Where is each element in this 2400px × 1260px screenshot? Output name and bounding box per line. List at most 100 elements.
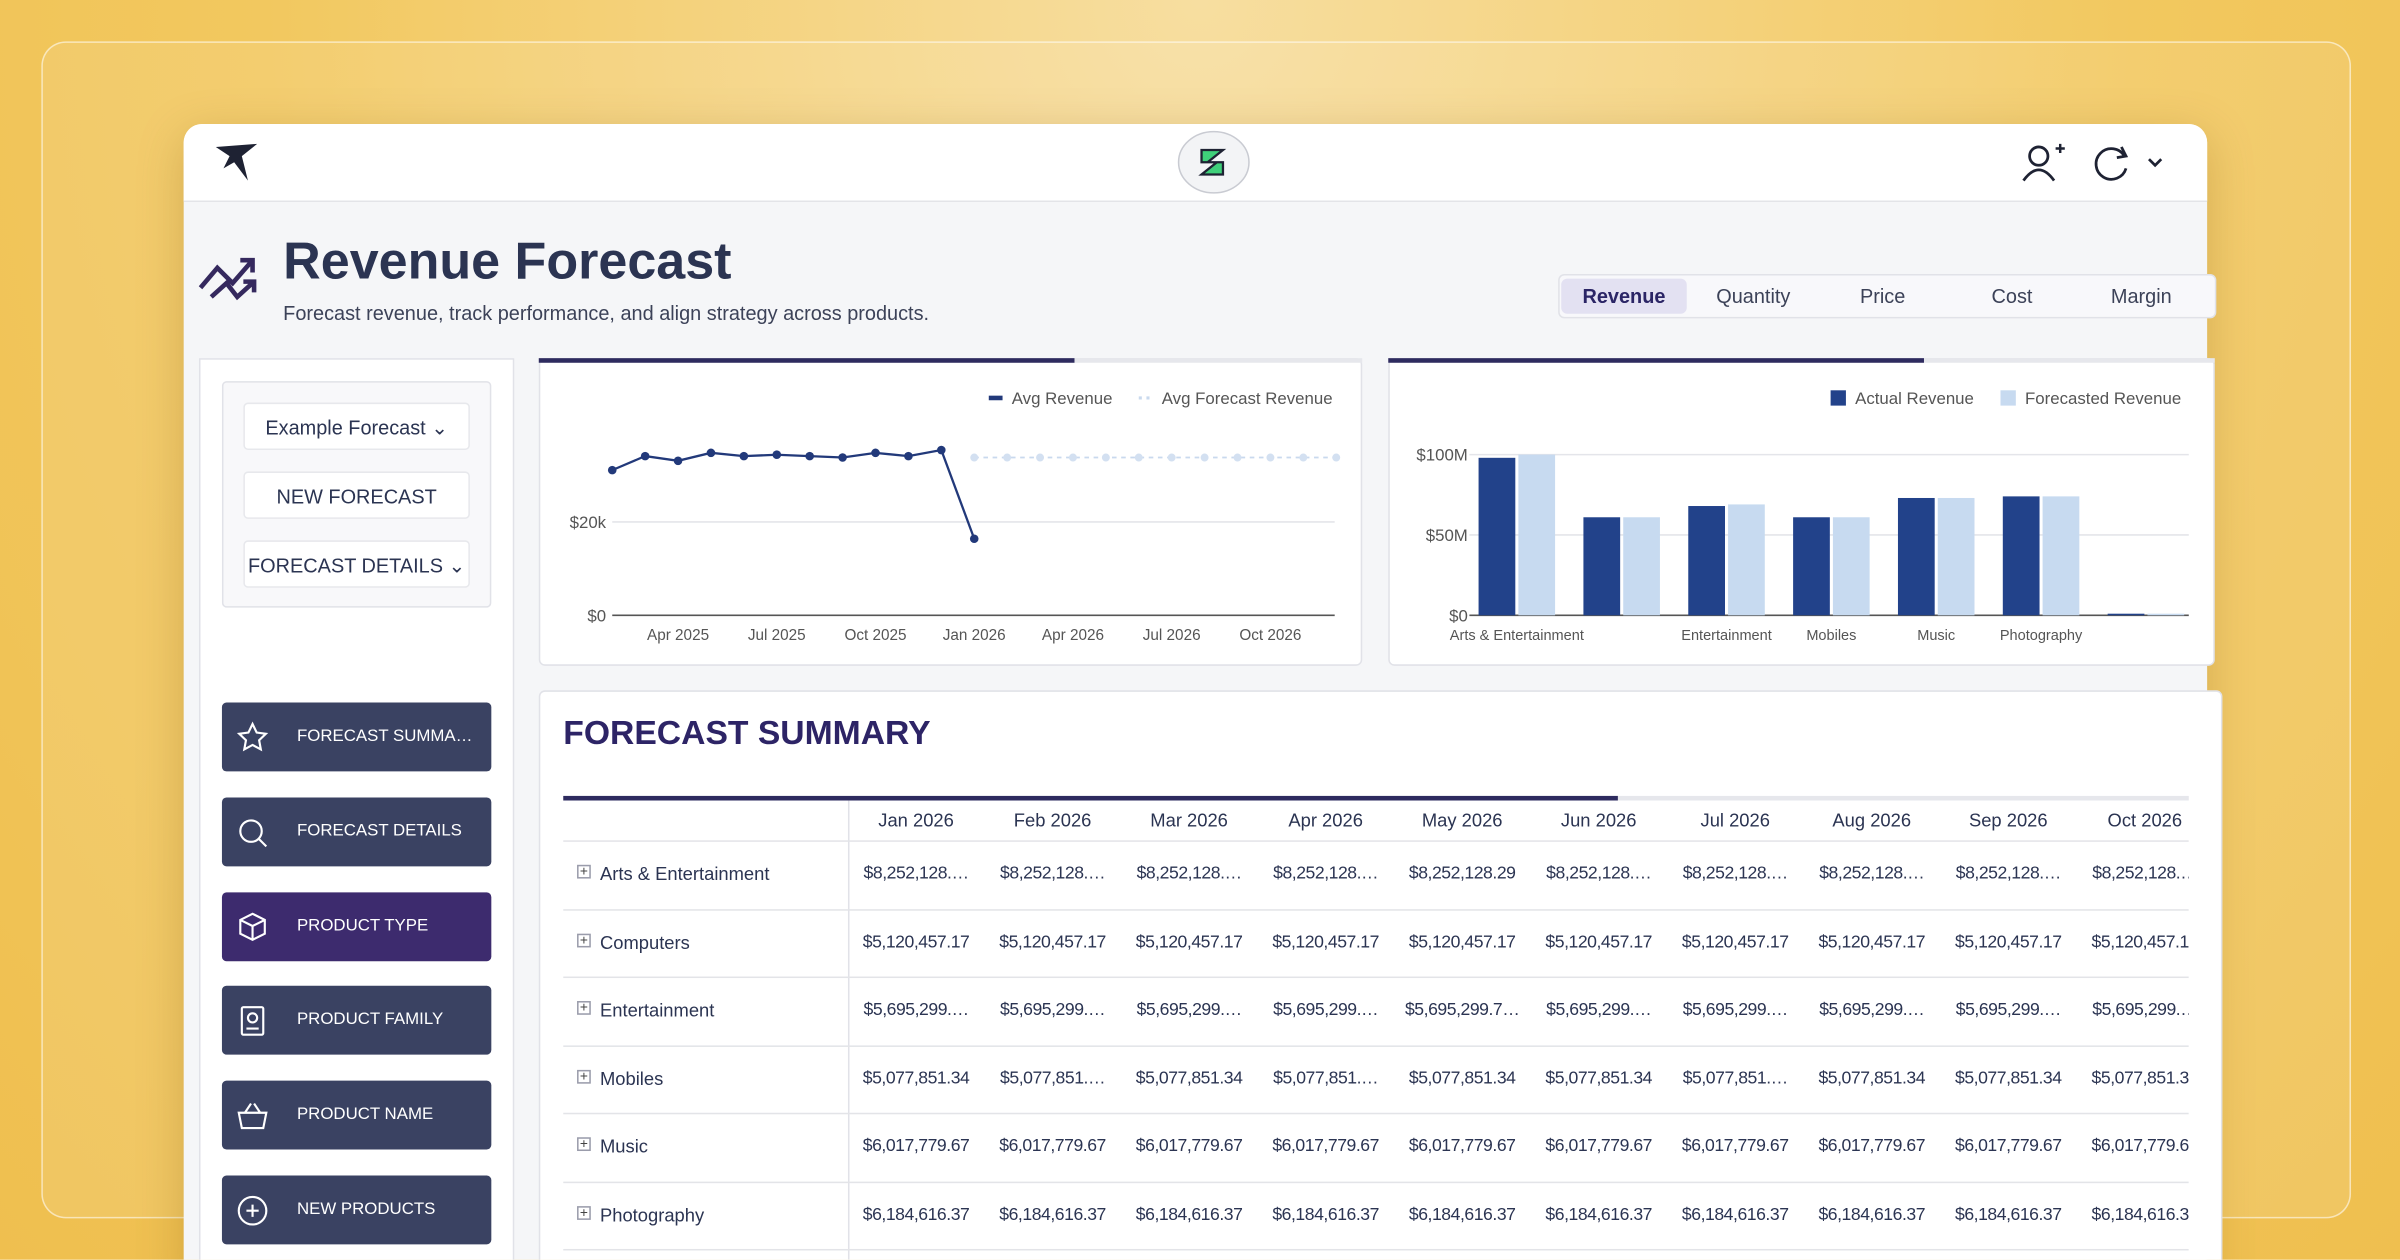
- table-cell: $5,077,851.34: [1135, 1069, 1243, 1088]
- bar: [1728, 504, 1765, 616]
- point: [772, 450, 782, 459]
- nav-item[interactable]: NEW PRODUCTS: [221, 1175, 492, 1245]
- app-switch[interactable]: [1176, 129, 1253, 196]
- x-tick-label: Oct 2025: [844, 627, 906, 644]
- table-cell: $5,077,851.34: [2091, 1069, 2199, 1088]
- table-cell: $5,120,457.17: [1135, 932, 1243, 952]
- legend-swatch: [2000, 390, 2016, 406]
- expand-icon[interactable]: +: [577, 1068, 591, 1083]
- row-line: [563, 1180, 2189, 1183]
- tab[interactable]: Price: [1859, 284, 1906, 308]
- tab[interactable]: Revenue: [1561, 278, 1687, 314]
- nav-item[interactable]: FORECAST SUMMARY: [221, 702, 492, 772]
- y-tick-label: $0: [1449, 606, 1468, 625]
- x-tick-label: Photography: [2000, 628, 2083, 644]
- expand-icon[interactable]: +: [577, 864, 591, 879]
- table-cell: $8,252,128.…: [1682, 864, 1789, 884]
- add-user[interactable]: [2017, 141, 2069, 187]
- column-header: Feb 2026: [1013, 809, 1092, 832]
- x-tick-label: Oct 2026: [1239, 627, 1301, 644]
- series-line: [611, 448, 976, 540]
- table-cell: $5,120,457.17: [862, 932, 970, 952]
- nav-item[interactable]: PRODUCT FAMILY: [221, 986, 492, 1056]
- tab[interactable]: Quantity: [1716, 284, 1791, 308]
- table-cell: $5,120,457.17: [1272, 932, 1379, 952]
- bar: [1518, 454, 1556, 616]
- expand-icon[interactable]: +: [577, 932, 591, 947]
- point: [1101, 453, 1110, 462]
- sidebar-button[interactable]: NEW FORECAST: [243, 471, 470, 519]
- bar: [1793, 517, 1830, 616]
- forecast-select[interactable]: Example Forecast ⌄: [243, 402, 470, 450]
- point: [1167, 453, 1176, 462]
- point: [970, 453, 979, 462]
- point: [1266, 453, 1275, 462]
- table-progress: [563, 795, 2189, 801]
- point: [805, 451, 814, 461]
- point: [871, 448, 880, 458]
- column-header: Oct 2026: [2107, 809, 2183, 832]
- row-label: Music: [599, 1135, 648, 1158]
- refresh-menu[interactable]: [2088, 141, 2168, 187]
- legend-label: Avg Revenue: [1012, 389, 1113, 408]
- table-cell: $5,077,851.…: [1682, 1069, 1789, 1088]
- card-bar-fill: [538, 358, 1075, 363]
- table-cell: $6,017,779.67: [2091, 1137, 2199, 1156]
- legend-swatch: [1830, 390, 1846, 406]
- button-label: NEW FORECAST: [276, 485, 437, 509]
- table-cell: $8,252,128.…: [1546, 864, 1652, 884]
- legend-label: Actual Revenue: [1855, 389, 1974, 408]
- table-cell: $6,184,616.37: [1954, 1205, 2062, 1224]
- bar: [2147, 613, 2185, 616]
- legend-label: Forecasted Revenue: [2025, 389, 2181, 408]
- logo[interactable]: [211, 138, 263, 184]
- table-cell: $5,695,299.…: [1546, 1001, 1652, 1020]
- nav-item[interactable]: PRODUCT TYPE: [221, 891, 492, 961]
- table-cell: $8,252,128.…: [1819, 864, 1925, 884]
- table-cell: $5,120,457.17: [1681, 932, 1789, 952]
- page-title: Revenue Forecast: [283, 232, 732, 291]
- column-header: May 2026: [1421, 809, 1503, 832]
- point: [1200, 453, 1209, 462]
- table-cell: $5,695,299.…: [1273, 1001, 1379, 1020]
- table-cell: $6,184,616.37: [999, 1205, 1106, 1224]
- point: [673, 456, 683, 466]
- nav-icon: [237, 1195, 268, 1226]
- x-tick-label: Music: [1917, 628, 1955, 644]
- nav-icon: [237, 1103, 268, 1130]
- table-cell: $6,017,779.67: [1545, 1137, 1653, 1156]
- column-header: Sep 2026: [1968, 809, 2048, 832]
- point: [838, 453, 847, 462]
- table-cell: $8,252,128.…: [863, 864, 970, 884]
- header-line: [563, 840, 2189, 842]
- column-header: Apr 2026: [1288, 809, 1363, 832]
- row-label: Entertainment: [599, 999, 715, 1021]
- table-cell: $5,077,851.34: [1408, 1069, 1516, 1088]
- button-label: FORECAST DETAILS: [248, 554, 444, 578]
- nav-item[interactable]: FORECAST DETAILS: [221, 797, 492, 867]
- column-header: Aug 2026: [1832, 809, 1912, 832]
- point: [904, 451, 913, 461]
- table-cell: $5,120,457.17: [1545, 932, 1653, 952]
- trend-icon: [198, 257, 257, 301]
- table-cell: $5,120,457.17: [1954, 932, 2062, 952]
- expand-icon[interactable]: +: [577, 1136, 591, 1152]
- bar: [1478, 457, 1516, 616]
- point: [706, 448, 716, 458]
- expand-icon[interactable]: +: [577, 1000, 591, 1015]
- sidebar-button[interactable]: FORECAST DETAILS ⌄: [243, 540, 470, 588]
- tab[interactable]: Margin: [2110, 284, 2172, 308]
- point: [607, 465, 617, 475]
- table-cell: $6,017,779.67: [1408, 1137, 1516, 1156]
- table-cell: $5,695,299.…: [1136, 1001, 1243, 1020]
- table-cell: $6,184,616.37: [1545, 1205, 1653, 1224]
- row-line: [563, 1044, 2189, 1047]
- nav-item[interactable]: PRODUCT NAME: [221, 1080, 492, 1150]
- tab[interactable]: Cost: [1991, 284, 2033, 308]
- table-cell: $5,077,851.…: [1000, 1069, 1106, 1088]
- expand-icon[interactable]: +: [577, 1205, 591, 1220]
- table-cell: $5,120,457.17: [999, 932, 1106, 952]
- point: [1134, 453, 1143, 462]
